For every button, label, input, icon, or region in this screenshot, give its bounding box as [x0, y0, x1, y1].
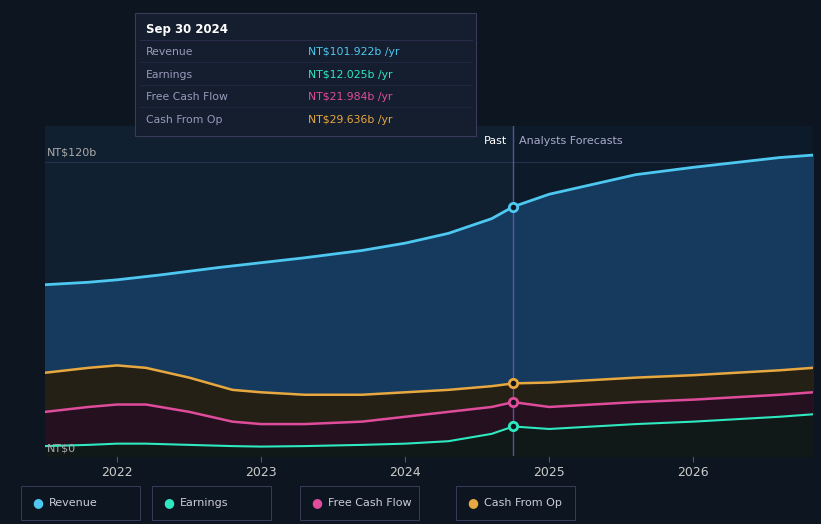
Text: ●: ●	[467, 497, 478, 509]
Text: Past: Past	[484, 136, 507, 146]
Text: Earnings: Earnings	[180, 498, 228, 508]
Text: NT$29.636b /yr: NT$29.636b /yr	[308, 115, 392, 125]
Text: Revenue: Revenue	[146, 47, 194, 58]
Text: ●: ●	[163, 497, 174, 509]
Text: NT$21.984b /yr: NT$21.984b /yr	[308, 92, 392, 103]
Text: NT$101.922b /yr: NT$101.922b /yr	[308, 47, 399, 58]
Text: NT$120b: NT$120b	[47, 148, 97, 158]
Text: Earnings: Earnings	[146, 70, 193, 80]
Text: ●: ●	[311, 497, 322, 509]
Text: ●: ●	[32, 497, 43, 509]
Text: NT$0: NT$0	[47, 443, 76, 453]
Text: Free Cash Flow: Free Cash Flow	[146, 92, 228, 103]
Text: Analysts Forecasts: Analysts Forecasts	[519, 136, 622, 146]
Text: Sep 30 2024: Sep 30 2024	[146, 24, 228, 36]
Bar	[45, 126, 513, 456]
Text: Cash From Op: Cash From Op	[484, 498, 562, 508]
Text: NT$12.025b /yr: NT$12.025b /yr	[308, 70, 392, 80]
Text: Cash From Op: Cash From Op	[146, 115, 222, 125]
Text: Free Cash Flow: Free Cash Flow	[328, 498, 411, 508]
Bar	[513, 126, 813, 456]
Text: Revenue: Revenue	[48, 498, 97, 508]
